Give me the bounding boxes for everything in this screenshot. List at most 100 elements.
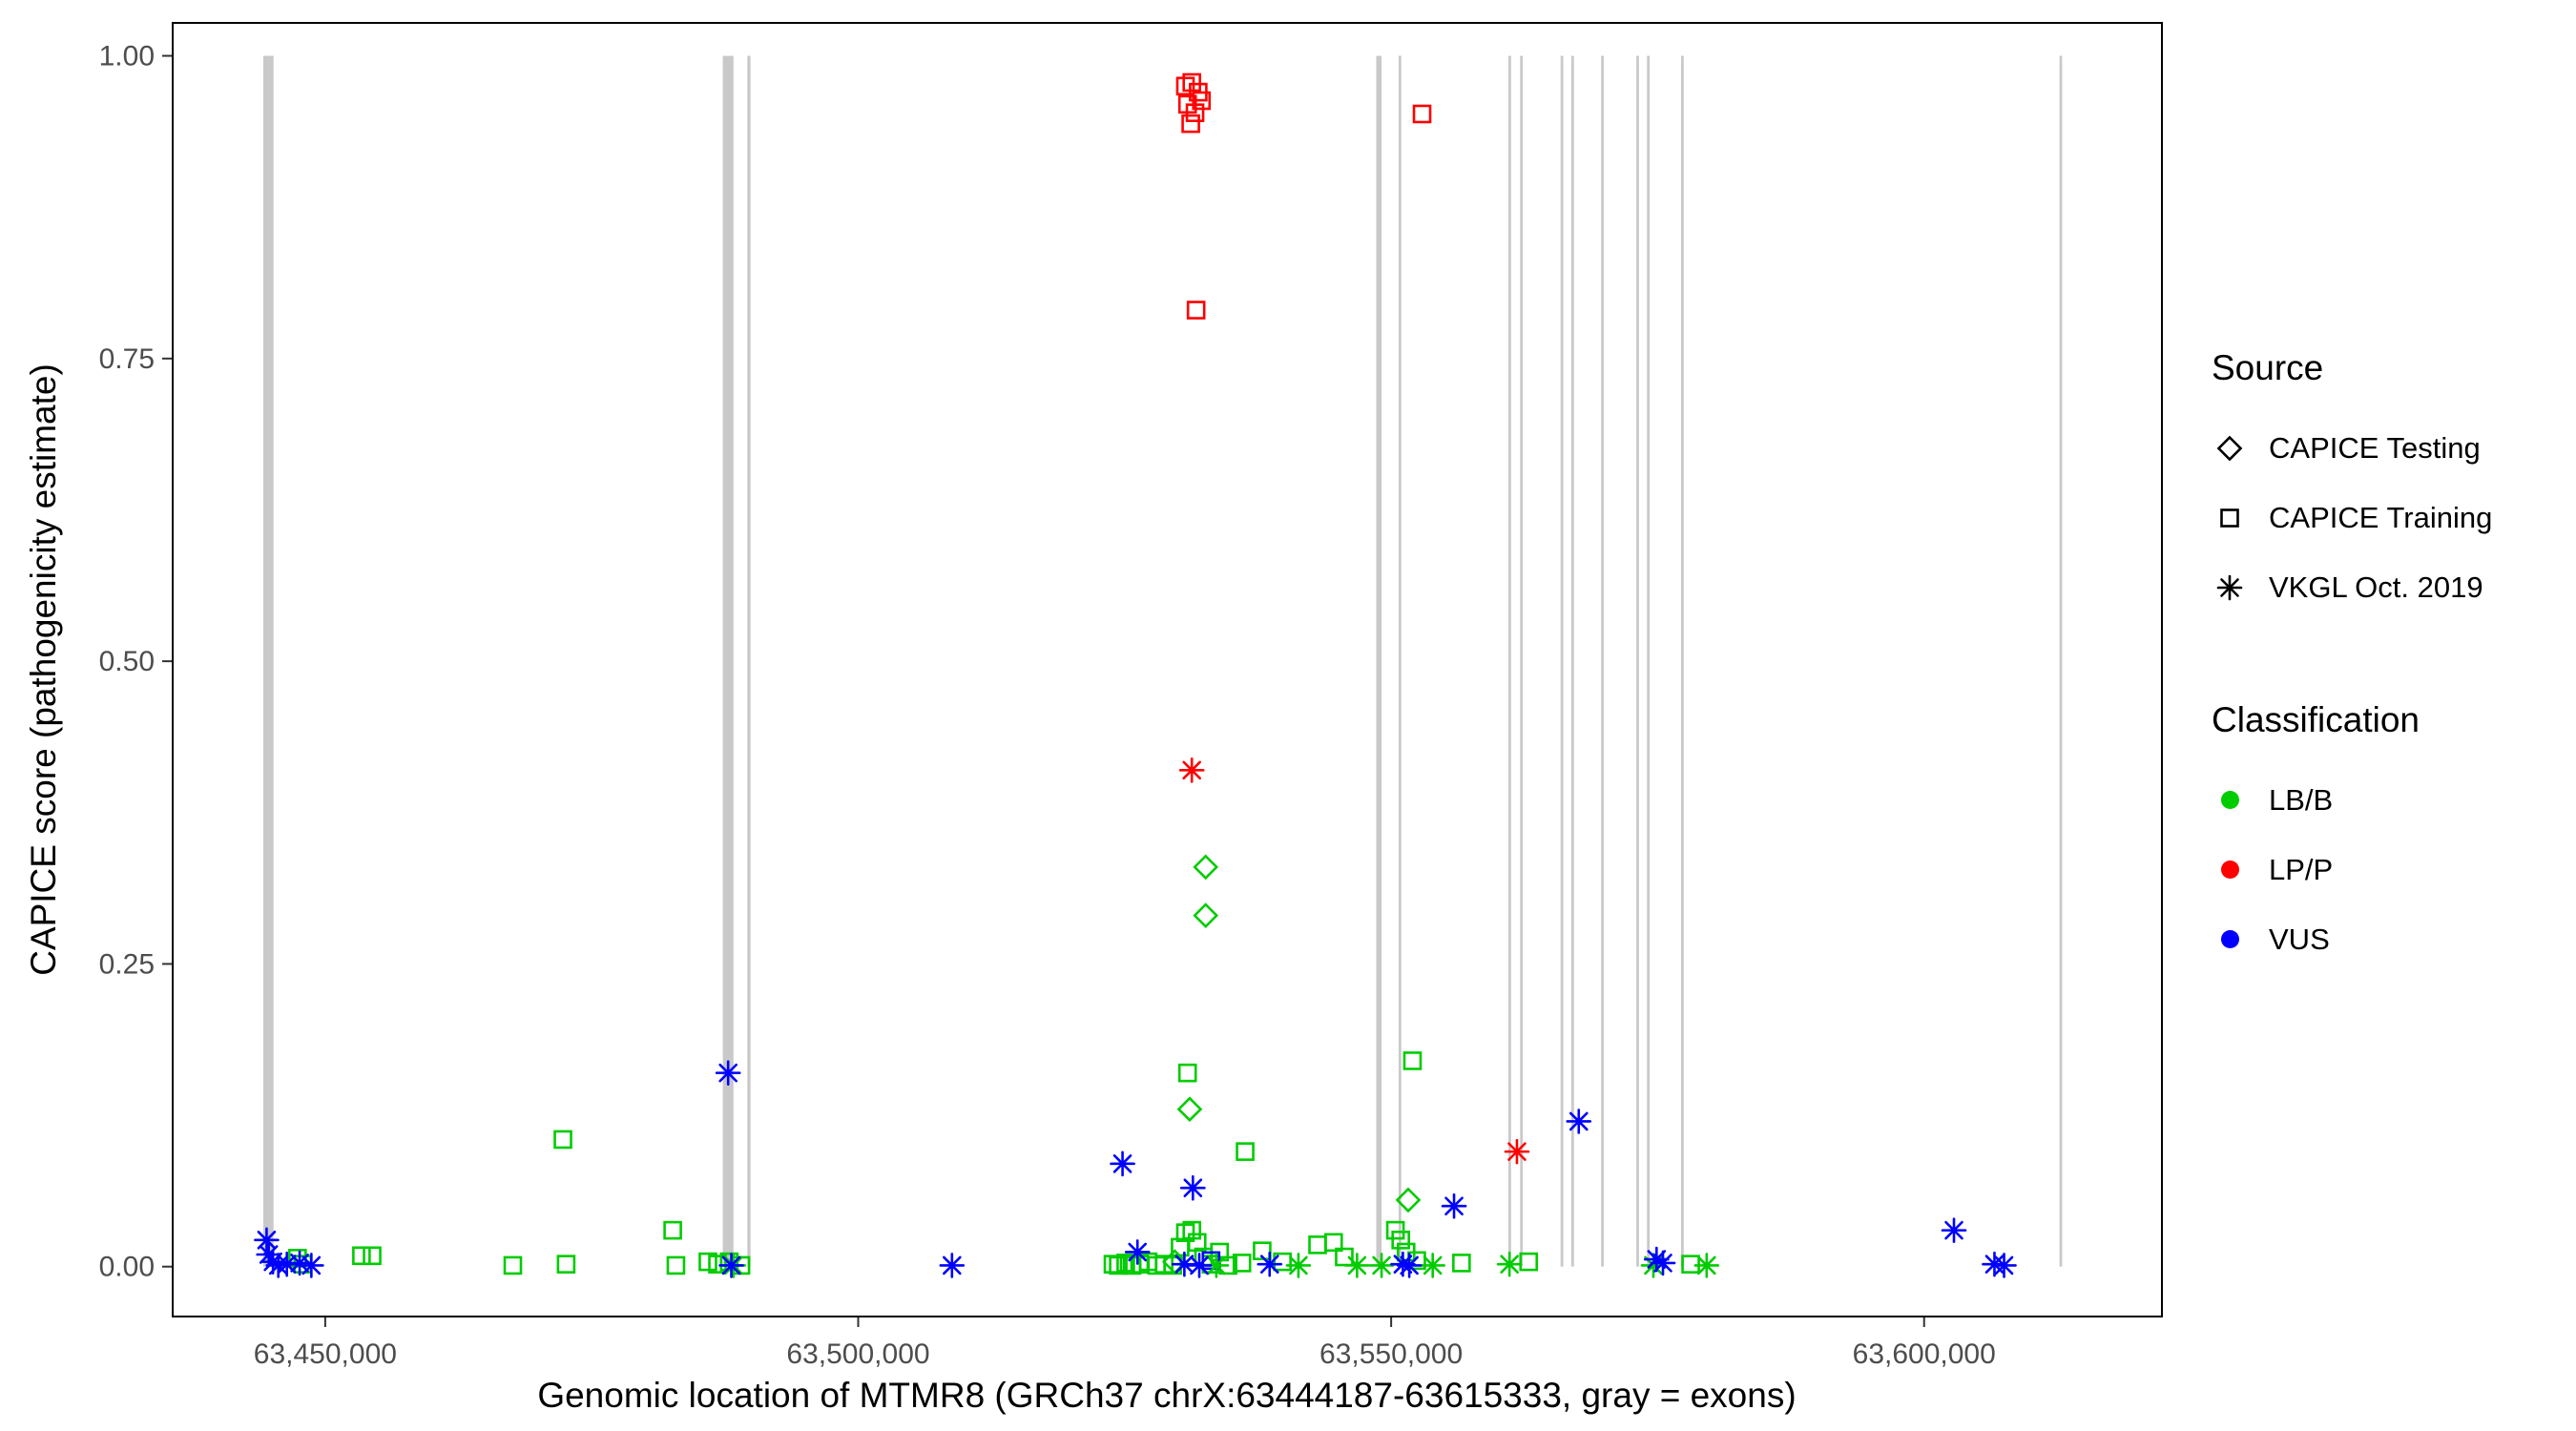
data-point-square: [1385, 1220, 1405, 1240]
data-point-asterisk: [715, 1060, 741, 1086]
data-point-square: [1452, 1254, 1471, 1273]
data-point-square: [1182, 73, 1201, 93]
data-point-asterisk: [1693, 1253, 1720, 1278]
data-point-square: [1391, 1230, 1410, 1250]
data-point-square: [1335, 1247, 1354, 1267]
x-tick-label: 63,600,000: [1853, 1338, 1996, 1370]
data-point-diamond: [1176, 1096, 1203, 1123]
exon-bar: [1681, 55, 1684, 1267]
data-point-asterisk: [1178, 757, 1205, 783]
data-point-asterisk: [1504, 1138, 1530, 1165]
data-point-square: [663, 1220, 682, 1240]
data-point-asterisk: [1566, 1109, 1592, 1134]
data-point-square: [1175, 76, 1195, 96]
legend-item-label: CAPICE Testing: [2269, 430, 2481, 465]
data-point-square: [1186, 301, 1206, 320]
data-point-square: [1177, 1063, 1197, 1083]
y-tick-label: 0.00: [99, 1252, 155, 1283]
data-point-square: [666, 1255, 686, 1275]
asterisk-icon: [2216, 574, 2243, 600]
legend-item-capice-testing: CAPICE Testing: [2212, 413, 2565, 483]
data-point-square: [2220, 508, 2239, 528]
data-point-square: [1412, 104, 1432, 124]
data-point-asterisk: [1285, 1253, 1312, 1278]
data-point-asterisk: [1344, 1253, 1370, 1278]
data-point-square: [352, 1246, 371, 1266]
data-point-asterisk: [939, 1253, 966, 1278]
exon-bar: [262, 55, 274, 1267]
data-point-asterisk: [718, 1253, 744, 1278]
y-tick-label: 0.75: [99, 343, 155, 375]
vus-dot-icon: [2220, 930, 2239, 948]
data-point-asterisk: [1441, 1192, 1467, 1219]
legend: Source CAPICE Testing CAPICE Training VK…: [2212, 348, 2565, 974]
legend-item-label: CAPICE Training: [2269, 500, 2493, 534]
data-point-diamond: [1395, 1187, 1422, 1213]
data-point-asterisk: [1257, 1251, 1283, 1277]
data-point-asterisk: [1180, 1174, 1206, 1201]
data-point-square: [1182, 1220, 1201, 1240]
diamond-icon: [2216, 435, 2243, 461]
data-point-square: [1232, 1254, 1252, 1273]
x-axis-title: Genomic location of MTMR8 (GRCh37 chrX:6…: [537, 1376, 1797, 1415]
data-point-asterisk: [1650, 1250, 1676, 1276]
data-point-square: [1253, 1241, 1272, 1260]
exon-bar: [1560, 55, 1564, 1267]
square-icon: [2220, 508, 2239, 528]
exon-bar: [1508, 55, 1511, 1267]
exon-bar: [1570, 55, 1574, 1267]
data-point-asterisk: [1124, 1239, 1151, 1265]
legend-item-label: LB/B: [2269, 782, 2334, 817]
lpp-dot-icon: [2220, 861, 2239, 879]
exon-bar: [1601, 55, 1605, 1267]
data-point-square: [1519, 1252, 1539, 1272]
data-point-square: [1323, 1233, 1343, 1253]
exon-bar: [1647, 55, 1651, 1267]
exon-bar: [747, 55, 751, 1267]
data-point-square: [1402, 1051, 1423, 1070]
legend-item-label: VKGL Oct. 2019: [2269, 570, 2483, 604]
data-point-diamond: [2216, 435, 2243, 461]
y-tick-label: 1.00: [99, 41, 155, 73]
data-point-asterisk: [1644, 1246, 1670, 1273]
data-point-square: [556, 1255, 576, 1274]
x-tick-label: 63,450,000: [254, 1338, 397, 1370]
data-point-asterisk: [299, 1253, 324, 1278]
legend-item-vus: VUS: [2212, 904, 2565, 974]
data-point-asterisk: [1496, 1251, 1523, 1277]
exon-bar: [2059, 55, 2063, 1267]
data-point-square: [1181, 114, 1200, 134]
exon-bar: [1520, 55, 1524, 1267]
legend-item-lbb: LB/B: [2212, 765, 2565, 835]
data-point-square: [503, 1255, 523, 1275]
chart-svg: 63,450,000 63,500,000 63,550,000 63,600,000…: [99, 22, 2163, 1370]
legend-classification-title: Classification: [2212, 700, 2420, 739]
y-tick-label: 0.50: [99, 646, 155, 677]
data-point-asterisk: [1368, 1253, 1395, 1278]
y-tick-label: 0.25: [99, 948, 155, 980]
y-axis-title: CAPICE score (pathogenicity estimate): [24, 363, 63, 976]
legend-item-lpp: LP/P: [2212, 835, 2565, 904]
data-point-square: [1116, 1254, 1135, 1273]
legend-item-label: LP/P: [2269, 852, 2334, 886]
exon-bar: [1398, 55, 1402, 1267]
data-point-square: [1175, 1223, 1195, 1242]
data-point-square: [1236, 1142, 1255, 1161]
x-tick-label: 63,550,000: [1319, 1338, 1463, 1370]
exon-bar: [1376, 55, 1382, 1267]
legend-item-label: VUS: [2269, 922, 2330, 956]
data-point-asterisk: [1991, 1253, 2017, 1278]
data-point-asterisk: [2216, 574, 2243, 600]
data-point-square: [1192, 91, 1212, 111]
legend-item-vkgl: VKGL Oct. 2019: [2212, 552, 2565, 622]
data-point-asterisk: [1420, 1253, 1445, 1278]
data-point-square: [553, 1130, 572, 1150]
data-point-square: [1185, 103, 1205, 122]
lbb-dot-icon: [2220, 791, 2239, 809]
exon-bar: [722, 55, 734, 1267]
data-point-asterisk: [1941, 1217, 1967, 1243]
data-point-square: [1187, 1233, 1207, 1253]
data-point-square: [363, 1246, 382, 1266]
data-point-square: [698, 1252, 717, 1272]
data-point-square: [1273, 1252, 1292, 1272]
